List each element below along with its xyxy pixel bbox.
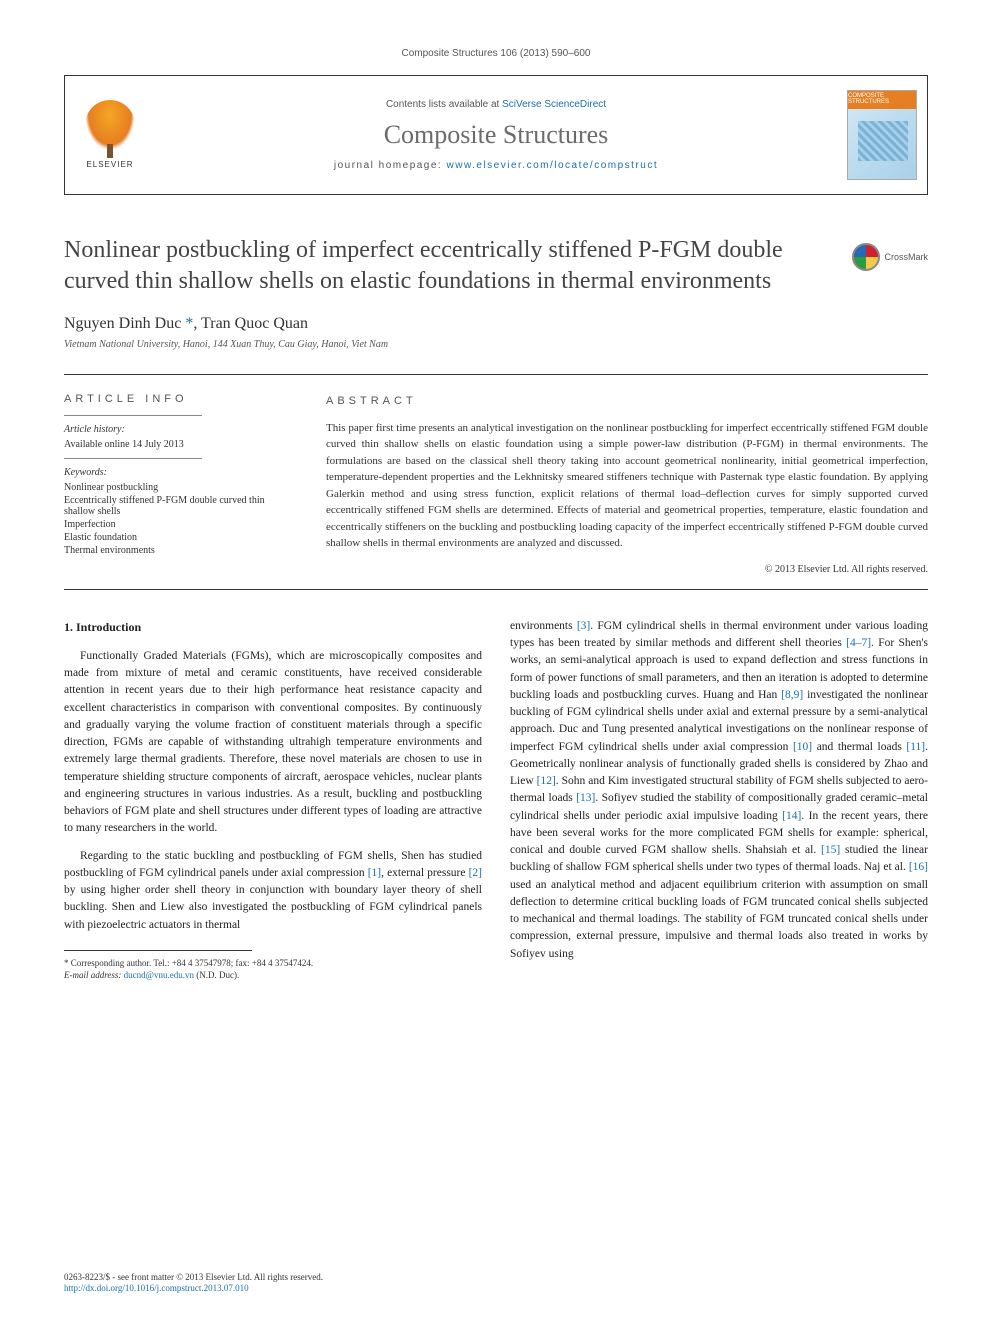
publisher-name: ELSEVIER <box>80 160 140 169</box>
body-columns: 1. Introduction Functionally Graded Mate… <box>64 618 928 982</box>
journal-name: Composite Structures <box>384 120 609 150</box>
keyword-0: Nonlinear postbuckling <box>64 482 294 493</box>
body-col-2: environments [3]. FGM cylindrical shells… <box>510 618 928 982</box>
contents-prefix: Contents lists available at <box>386 99 502 110</box>
history-text: Available online 14 July 2013 <box>64 439 294 450</box>
journal-header: ELSEVIER Contents lists available at Sci… <box>64 75 928 195</box>
footnote: * Corresponding author. Tel.: +84 4 3754… <box>64 957 482 982</box>
elsevier-tree-icon <box>85 100 135 150</box>
ref-14[interactable]: [14] <box>782 810 801 822</box>
doi-link[interactable]: http://dx.doi.org/10.1016/j.compstruct.2… <box>64 1283 249 1293</box>
contents-available-line: Contents lists available at SciVerse Sci… <box>386 99 606 110</box>
ref-1[interactable]: [1] <box>368 867 381 879</box>
abstract-heading: ABSTRACT <box>326 393 928 410</box>
copyright-line: © 2013 Elsevier Ltd. All rights reserved… <box>326 562 928 577</box>
ref-12[interactable]: [12] <box>537 775 556 787</box>
sciencedirect-link[interactable]: SciVerse ScienceDirect <box>502 99 606 110</box>
body-col-1: 1. Introduction Functionally Graded Mate… <box>64 618 482 982</box>
history-label: Article history: <box>64 424 294 435</box>
crossmark-icon <box>852 243 880 271</box>
email-line: E-mail address: ducnd@vnu.edu.vn (N.D. D… <box>64 969 482 982</box>
keyword-2: Imperfection <box>64 519 294 530</box>
article-info-heading: ARTICLE INFO <box>64 393 294 405</box>
keyword-1: Eccentrically stiffened P-FGM double cur… <box>64 495 294 517</box>
ref-15[interactable]: [15] <box>821 844 840 856</box>
section-heading: 1. Introduction <box>64 618 482 636</box>
homepage-label: journal homepage: <box>334 160 447 171</box>
abstract-text: This paper first time presents an analyt… <box>326 420 928 552</box>
ref-16[interactable]: [16] <box>909 861 928 873</box>
header-center: Contents lists available at SciVerse Sci… <box>155 76 837 194</box>
article-title: Nonlinear postbuckling of imperfect ecce… <box>64 235 832 297</box>
para-1-2: Regarding to the static buckling and pos… <box>64 848 482 934</box>
ref-2[interactable]: [2] <box>469 867 482 879</box>
email-label: E-mail address: <box>64 970 121 980</box>
para-2-1: environments [3]. FGM cylindrical shells… <box>510 618 928 963</box>
abstract-column: ABSTRACT This paper first time presents … <box>326 393 928 577</box>
keywords-label: Keywords: <box>64 467 294 478</box>
ref-13[interactable]: [13] <box>576 792 595 804</box>
keyword-3: Elastic foundation <box>64 532 294 543</box>
ref-3[interactable]: [3] <box>577 620 590 632</box>
title-row: Nonlinear postbuckling of imperfect ecce… <box>64 235 928 297</box>
author-1: Nguyen Dinh Duc <box>64 315 181 332</box>
page-footer: 0263-8223/$ - see front matter © 2013 El… <box>64 1272 323 1295</box>
affiliation: Vietnam National University, Hanoi, 144 … <box>64 339 928 350</box>
page: Composite Structures 106 (2013) 590–600 … <box>0 0 992 1323</box>
journal-cover-thumb: COMPOSITE STRUCTURES <box>847 90 917 180</box>
article-info-column: ARTICLE INFO Article history: Available … <box>64 393 294 577</box>
footnote-rule <box>64 950 252 951</box>
ref-4-7[interactable]: [4–7] <box>846 637 871 649</box>
publisher-logo-box: ELSEVIER <box>65 76 155 194</box>
crossmark-badge[interactable]: CrossMark <box>852 243 928 271</box>
para-1-1: Functionally Graded Materials (FGMs), wh… <box>64 648 482 838</box>
ref-11[interactable]: [11] <box>906 741 925 753</box>
cover-box: COMPOSITE STRUCTURES <box>837 76 927 194</box>
keyword-4: Thermal environments <box>64 545 294 556</box>
elsevier-logo: ELSEVIER <box>80 100 140 170</box>
ref-8-9[interactable]: [8,9] <box>781 689 803 701</box>
corresponding-author-note: * Corresponding author. Tel.: +84 4 3754… <box>64 957 482 970</box>
cover-label: COMPOSITE STRUCTURES <box>848 93 912 105</box>
author-sep: , Tran Quoc Quan <box>193 315 308 332</box>
footer-line-1: 0263-8223/$ - see front matter © 2013 El… <box>64 1272 323 1284</box>
crossmark-text: CrossMark <box>884 252 928 262</box>
authors-line: Nguyen Dinh Duc *, Tran Quoc Quan <box>64 315 928 333</box>
ref-10[interactable]: [10] <box>793 741 812 753</box>
homepage-link[interactable]: www.elsevier.com/locate/compstruct <box>447 160 659 171</box>
citation-line: Composite Structures 106 (2013) 590–600 <box>64 48 928 59</box>
homepage-line: journal homepage: www.elsevier.com/locat… <box>334 160 658 171</box>
email-link[interactable]: ducnd@vnu.edu.vn <box>124 970 194 980</box>
info-abstract-row: ARTICLE INFO Article history: Available … <box>64 374 928 590</box>
email-suffix: (N.D. Duc). <box>196 970 239 980</box>
